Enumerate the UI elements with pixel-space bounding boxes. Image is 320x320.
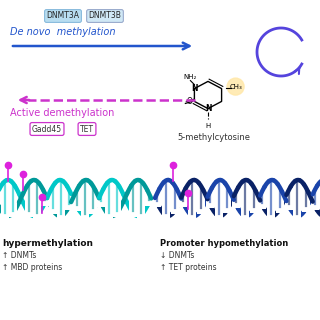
Text: ↑ DNMTs: ↑ DNMTs	[2, 252, 36, 260]
Text: ↑ TET proteins: ↑ TET proteins	[160, 262, 217, 271]
Text: DNMT3B: DNMT3B	[89, 12, 121, 20]
Text: N: N	[191, 84, 198, 93]
Text: CH₃: CH₃	[229, 84, 242, 90]
Text: DNMT3A: DNMT3A	[46, 12, 79, 20]
Text: TET: TET	[80, 124, 94, 133]
Text: ↑ MBD proteins: ↑ MBD proteins	[2, 262, 62, 271]
Circle shape	[227, 78, 244, 95]
Text: Active demethylation: Active demethylation	[10, 108, 114, 118]
Text: N: N	[205, 104, 211, 113]
Text: H: H	[205, 123, 211, 129]
Text: 5-methylcytosine: 5-methylcytosine	[178, 133, 251, 142]
Text: Gadd45: Gadd45	[32, 124, 62, 133]
Text: Promoter hypomethylation: Promoter hypomethylation	[160, 238, 288, 247]
Text: O: O	[187, 97, 192, 106]
Text: NH₂: NH₂	[184, 74, 197, 80]
Text: ↓ DNMTs: ↓ DNMTs	[160, 252, 194, 260]
Text: De novo  methylation: De novo methylation	[10, 27, 116, 37]
Text: hypermethylation: hypermethylation	[2, 238, 93, 247]
